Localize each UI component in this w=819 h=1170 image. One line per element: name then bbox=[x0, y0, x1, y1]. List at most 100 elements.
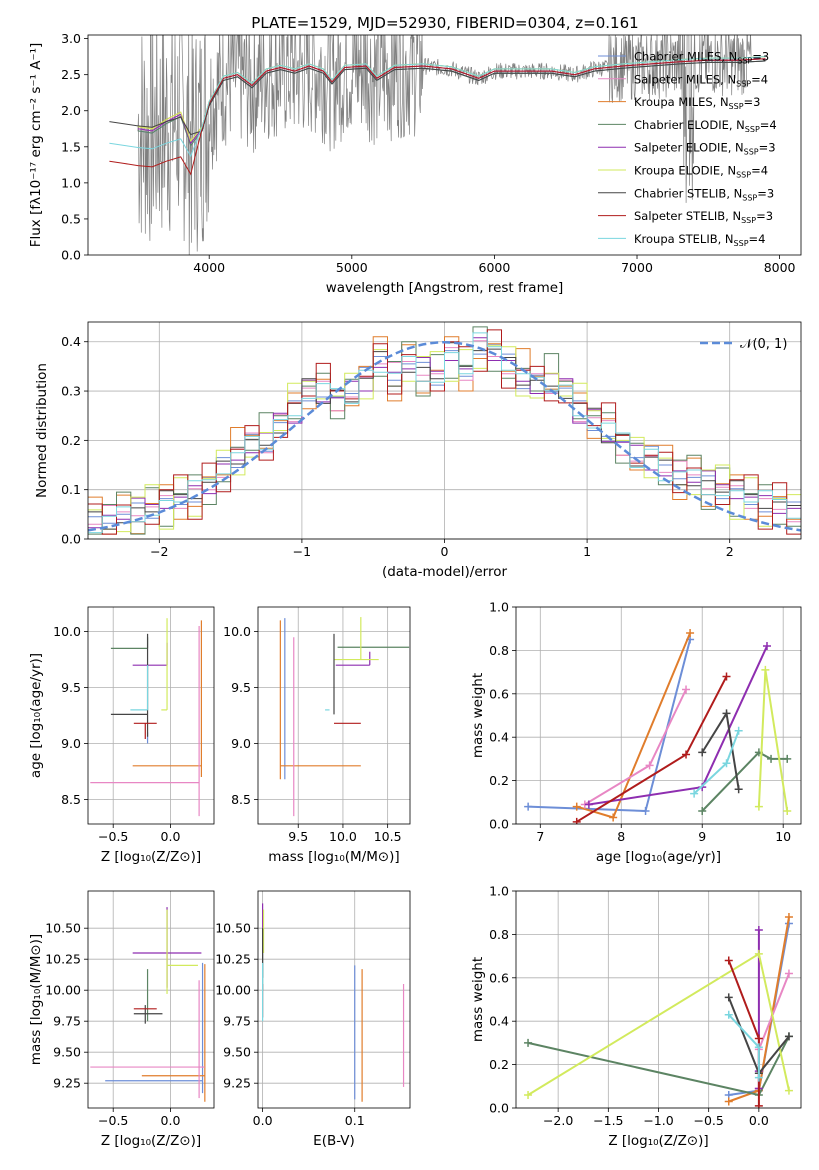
x-tick-label: 1 bbox=[583, 544, 591, 559]
y-tick-label: 10.0 bbox=[53, 624, 81, 639]
mass-weight-line bbox=[528, 639, 692, 813]
y-axis-label: mass [log₁₀(M/M⊙)] bbox=[28, 934, 44, 1065]
mass-weight-marker bbox=[767, 754, 776, 763]
errorbar-point bbox=[132, 620, 202, 778]
mass-weight-marker bbox=[524, 1038, 533, 1047]
x-tick-label: −0.5 bbox=[98, 1113, 128, 1128]
mass-weight-marker bbox=[682, 750, 691, 759]
y-tick-label: 8.5 bbox=[231, 792, 251, 807]
mass-weight-marker bbox=[754, 1034, 763, 1043]
y-tick-label: 0.4 bbox=[489, 1014, 509, 1029]
y-tick-label: 1.0 bbox=[61, 175, 81, 190]
legend-entry: Salpeter ELODIE, NSSP=3 bbox=[634, 141, 776, 157]
mass-weight-marker bbox=[682, 685, 691, 694]
model-line-7 bbox=[109, 58, 766, 176]
x-tick-label: 10.5 bbox=[374, 829, 402, 844]
y-axis-label: Flux [fλ10⁻¹⁷ erg cm⁻² s⁻¹ A⁻¹] bbox=[28, 43, 44, 248]
x-tick-label: 8000 bbox=[764, 260, 796, 275]
errorbar-point bbox=[161, 618, 168, 711]
errorbar-point bbox=[132, 642, 168, 666]
mass-weight-marker bbox=[784, 1086, 793, 1095]
y-tick-label: 3.0 bbox=[61, 31, 81, 46]
plot-area bbox=[279, 617, 410, 817]
x-tick-label: −1.0 bbox=[643, 1113, 673, 1128]
legend-entry: Salpeter MILES, NSSP=4 bbox=[634, 72, 768, 88]
y-tick-label: 0.8 bbox=[489, 643, 509, 658]
axes-frame bbox=[257, 606, 411, 825]
y-tick-label: 0.4 bbox=[489, 730, 509, 745]
axes-frame bbox=[257, 890, 411, 1109]
mass-weight-marker bbox=[686, 629, 695, 638]
figure-title: PLATE=1529, MJD=52930, FIBERID=0304, z=0… bbox=[251, 14, 638, 32]
legend-entry: Chabrier STELIB, NSSP=3 bbox=[634, 186, 774, 202]
x-tick-label: 0.0 bbox=[253, 1113, 273, 1128]
mass-weight-marker bbox=[572, 802, 581, 811]
y-tick-label: 9.50 bbox=[53, 1045, 81, 1060]
y-tick-label: 9.25 bbox=[223, 1076, 251, 1091]
x-tick-label: 2 bbox=[726, 544, 734, 559]
mass-weight-marker bbox=[722, 709, 731, 718]
y-tick-label: 10.00 bbox=[45, 983, 81, 998]
x-tick-label: −1.5 bbox=[593, 1113, 623, 1128]
mass-weight-marker bbox=[645, 761, 654, 770]
x-tick-label: −2 bbox=[150, 544, 168, 559]
x-axis-label: Z [log₁₀(Z/Z⊙)] bbox=[608, 1133, 708, 1149]
legend-entry: Kroupa MILES, NSSP=3 bbox=[634, 95, 760, 111]
mass-weight-marker bbox=[722, 759, 731, 768]
mass-weight-marker bbox=[609, 813, 618, 822]
y-tick-label: 0.8 bbox=[489, 927, 509, 942]
y-tick-label: 8.5 bbox=[61, 792, 81, 807]
y-axis-label: age [log₁₀(age/yr)] bbox=[28, 653, 44, 778]
plot-area bbox=[88, 326, 801, 535]
mass-weight-marker bbox=[734, 726, 743, 735]
mass-weight-marker bbox=[724, 993, 733, 1002]
mass-weight-marker bbox=[754, 1073, 763, 1082]
mass-weight-marker bbox=[783, 806, 792, 815]
x-tick-label: 6000 bbox=[479, 260, 511, 275]
legend-entry: Salpeter STELIB, NSSP=3 bbox=[634, 209, 773, 225]
errorbar-point bbox=[90, 626, 200, 817]
model-line-6 bbox=[109, 60, 766, 136]
errorbar-point bbox=[110, 637, 149, 649]
errorbar-point bbox=[130, 665, 149, 711]
legend-entry: Kroupa ELODIE, NSSP=4 bbox=[634, 164, 768, 180]
y-tick-label: 0.2 bbox=[489, 1057, 509, 1072]
x-tick-label: 0.0 bbox=[749, 1113, 769, 1128]
errorbar-point bbox=[335, 651, 371, 666]
x-tick-label: 10 bbox=[775, 829, 791, 844]
errorbar-point bbox=[105, 962, 204, 1094]
x-tick-label: 10.0 bbox=[329, 829, 357, 844]
panel-mass_weight_vs_age: 7 8 9 10 0.0 0.2 0.4 0.6 0.8 1.0 age [log₁₀(age/yr… bbox=[470, 600, 802, 865]
y-tick-label: 0.6 bbox=[489, 970, 509, 985]
mass-weight-marker bbox=[641, 806, 650, 815]
y-tick-label: 10.25 bbox=[215, 952, 251, 967]
mass-weight-marker bbox=[734, 785, 743, 794]
plot-area bbox=[90, 907, 206, 1102]
x-tick-label: 4000 bbox=[193, 260, 225, 275]
mass-weight-marker bbox=[698, 806, 707, 815]
y-tick-label: 0.2 bbox=[489, 773, 509, 788]
errorbar-point bbox=[334, 617, 379, 661]
errorbar-point bbox=[133, 1005, 163, 1024]
mass-weight-marker bbox=[584, 800, 593, 809]
mass-weight-marker bbox=[754, 949, 763, 958]
x-tick-label: −0.5 bbox=[98, 829, 128, 844]
observed-spectrum-line bbox=[137, 35, 752, 255]
mass-weight-marker bbox=[572, 817, 581, 824]
mass-weight-marker bbox=[784, 969, 793, 978]
y-tick-label: 0.3 bbox=[61, 384, 81, 399]
x-tick-label: 9 bbox=[698, 829, 706, 844]
mass-weight-marker bbox=[690, 789, 699, 798]
x-axis-label: E(B-V) bbox=[313, 1133, 355, 1149]
panel-mass_vs_Z: −0.5 0.0 9.25 9.50 9.75 10.00 10.25 10.50 Z [log… bbox=[28, 890, 215, 1149]
panel-residuals: −2 −1 0 1 2 0.0 0.1 0.2 0.3 0.4 (data-model)/error… bbox=[34, 321, 802, 580]
x-axis-label: age [log₁₀(age/yr)] bbox=[596, 849, 721, 865]
y-tick-label: 9.5 bbox=[231, 680, 251, 695]
errorbar-point bbox=[141, 964, 206, 1102]
errorbar-point bbox=[279, 620, 361, 780]
mass-weight-marker bbox=[524, 1090, 533, 1099]
y-tick-label: 2.5 bbox=[61, 67, 81, 82]
y-tick-label: 9.0 bbox=[61, 736, 81, 751]
axes-frame bbox=[87, 890, 215, 1109]
